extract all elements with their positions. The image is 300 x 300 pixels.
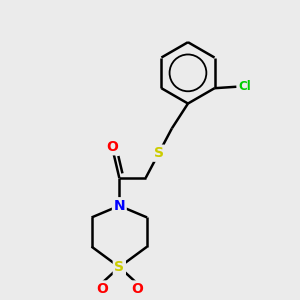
Text: S: S — [154, 146, 164, 160]
Text: O: O — [106, 140, 118, 154]
Text: O: O — [96, 282, 108, 296]
Text: N: N — [113, 199, 125, 213]
Text: Cl: Cl — [238, 80, 251, 93]
Text: O: O — [131, 282, 143, 296]
Text: S: S — [114, 260, 124, 274]
